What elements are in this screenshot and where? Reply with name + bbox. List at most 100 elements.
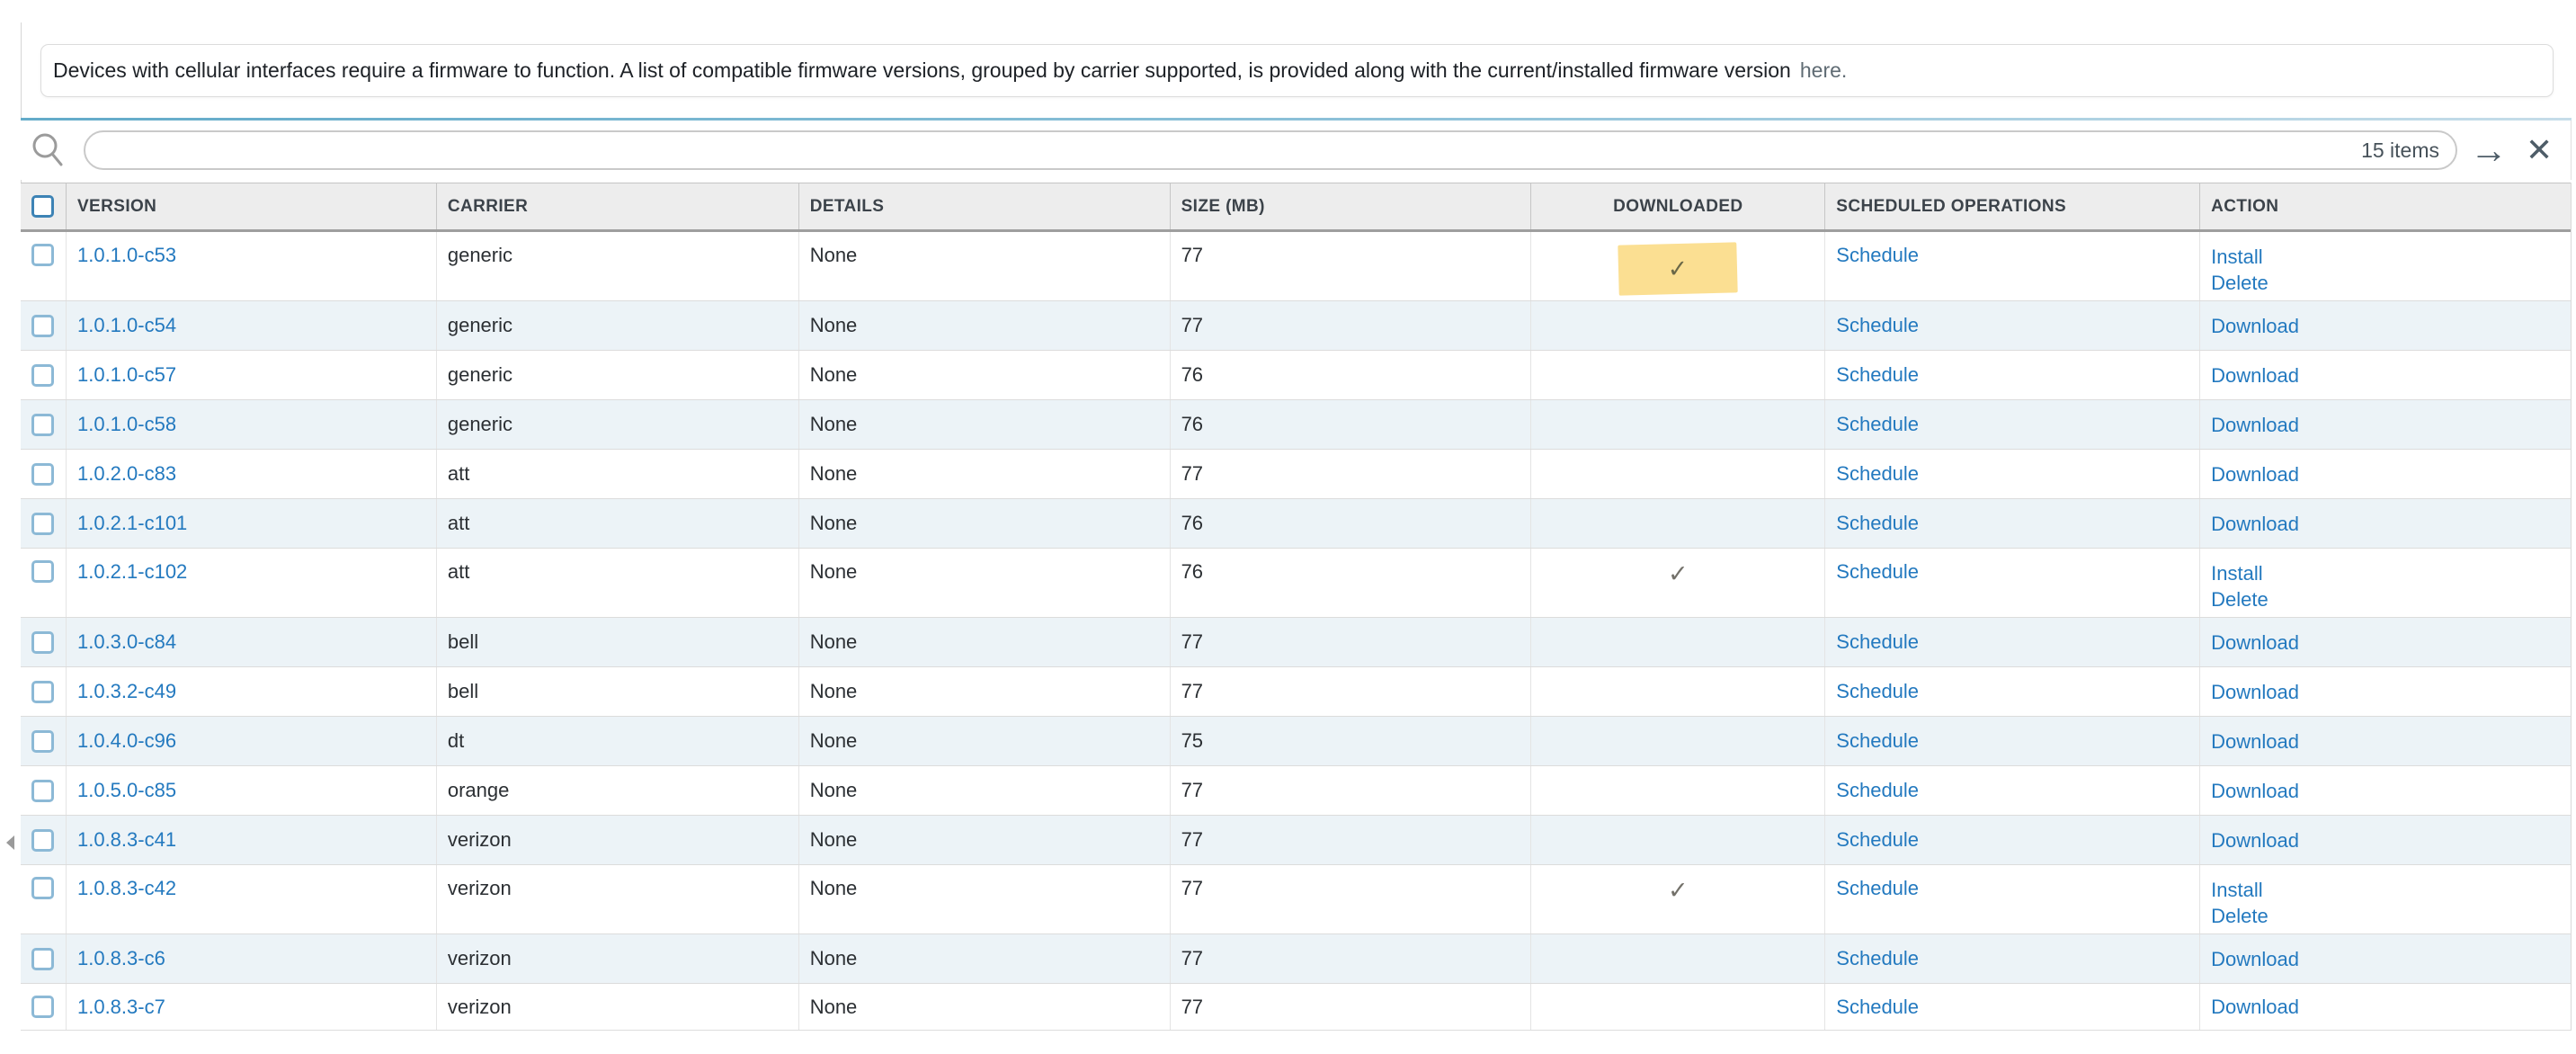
action-link[interactable]: Download — [2211, 828, 2299, 852]
row-checkbox[interactable] — [31, 630, 55, 654]
row-checkbox[interactable] — [31, 779, 55, 802]
schedule-link[interactable]: Schedule — [1836, 828, 1920, 851]
action-link[interactable]: Delete — [2211, 905, 2268, 927]
arrow-right-icon[interactable]: → — [2470, 129, 2508, 171]
row-checkbox[interactable] — [31, 560, 55, 583]
column-header-size[interactable]: SIZE (MB) — [1169, 183, 1531, 229]
row-checkbox[interactable] — [31, 512, 55, 535]
schedule-link[interactable]: Schedule — [1836, 680, 1920, 702]
schedule-link[interactable]: Schedule — [1836, 560, 1920, 583]
version-cell: 1.0.3.2-c49 — [65, 667, 436, 716]
schedule-link[interactable]: Schedule — [1836, 314, 1920, 336]
action-link[interactable]: Download — [2211, 512, 2299, 535]
row-checkbox[interactable] — [31, 244, 55, 266]
downloaded-cell — [1530, 499, 1824, 548]
version-link[interactable]: 1.0.3.0-c84 — [76, 630, 177, 653]
version-cell: 1.0.2.1-c102 — [65, 549, 436, 617]
schedule-link[interactable]: Schedule — [1836, 630, 1920, 653]
version-link[interactable]: 1.0.2.1-c101 — [76, 512, 188, 534]
column-header-details[interactable]: DETAILS — [798, 183, 1170, 229]
schedule-link[interactable]: Schedule — [1836, 995, 1920, 1018]
version-link[interactable]: 1.0.1.0-c54 — [76, 314, 177, 336]
version-link[interactable]: 1.0.1.0-c58 — [76, 413, 177, 435]
row-checkbox-cell — [21, 816, 66, 864]
action-link[interactable]: Delete — [2211, 272, 2268, 294]
row-checkbox[interactable] — [31, 877, 55, 899]
schedule-link[interactable]: Schedule — [1836, 244, 1920, 266]
version-link[interactable]: 1.0.8.3-c6 — [76, 947, 165, 969]
version-link[interactable]: 1.0.2.1-c102 — [76, 560, 188, 583]
row-checkbox-cell — [21, 667, 66, 716]
carrier-cell: verizon — [435, 816, 798, 864]
carrier-cell: dt — [435, 717, 798, 765]
here-link[interactable]: here. — [1799, 58, 1848, 82]
row-checkbox[interactable] — [31, 462, 55, 486]
row-checkbox[interactable] — [31, 363, 55, 387]
size-cell: 77 — [1169, 301, 1531, 350]
schedule-link[interactable]: Schedule — [1836, 363, 1920, 386]
column-header-action[interactable]: ACTION — [2199, 183, 2571, 229]
action-link[interactable]: Download — [2211, 996, 2299, 1018]
version-link[interactable]: 1.0.5.0-c85 — [76, 779, 177, 801]
row-checkbox[interactable] — [31, 828, 55, 852]
select-all-checkbox[interactable] — [31, 195, 55, 218]
size-cell: 75 — [1169, 717, 1531, 765]
column-header-version[interactable]: VERSION — [65, 183, 436, 229]
action-link[interactable]: Download — [2211, 779, 2299, 802]
carrier-value: verizon — [447, 828, 512, 851]
close-icon[interactable]: ✕ — [2526, 131, 2554, 168]
action-cell: Install Delete — [2199, 865, 2571, 933]
row-checkbox[interactable] — [31, 996, 55, 1018]
action-link[interactable]: Download — [2211, 462, 2299, 486]
action-cell: Download — [2199, 351, 2571, 399]
column-header-downloaded[interactable]: DOWNLOADED — [1530, 183, 1824, 229]
size-value: 77 — [1181, 244, 1204, 266]
version-link[interactable]: 1.0.1.0-c53 — [76, 244, 177, 266]
row-checkbox[interactable] — [31, 729, 55, 753]
action-link[interactable]: Download — [2211, 680, 2299, 703]
version-link[interactable]: 1.0.1.0-c57 — [76, 363, 177, 386]
action-link[interactable]: Download — [2211, 314, 2299, 337]
column-header-carrier[interactable]: CARRIER — [435, 183, 798, 229]
version-cell: 1.0.8.3-c42 — [65, 865, 436, 933]
search-input[interactable] — [103, 137, 2362, 164]
action-cell: Download — [2199, 984, 2571, 1030]
schedule-link[interactable]: Schedule — [1836, 413, 1920, 435]
action-link[interactable]: Install — [2211, 879, 2263, 901]
action-link[interactable]: Download — [2211, 947, 2299, 970]
version-link[interactable]: 1.0.8.3-c41 — [76, 828, 177, 851]
action-link[interactable]: Download — [2211, 413, 2299, 436]
schedule-link[interactable]: Schedule — [1836, 512, 1920, 534]
version-cell: 1.0.4.0-c96 — [65, 717, 436, 765]
action-link[interactable]: Install — [2211, 246, 2263, 268]
action-cell: Download — [2199, 934, 2571, 983]
version-link[interactable]: 1.0.8.3-c7 — [76, 995, 165, 1018]
action-link[interactable]: Download — [2211, 630, 2299, 654]
version-link[interactable]: 1.0.4.0-c96 — [76, 729, 177, 752]
details-cell: None — [798, 499, 1170, 548]
schedule-link[interactable]: Schedule — [1836, 729, 1920, 752]
row-checkbox[interactable] — [31, 314, 55, 337]
size-cell: 77 — [1169, 450, 1531, 498]
row-checkbox-cell — [21, 400, 66, 449]
version-cell: 1.0.1.0-c57 — [65, 351, 436, 399]
schedule-link[interactable]: Schedule — [1836, 779, 1920, 801]
schedule-link[interactable]: Schedule — [1836, 462, 1920, 485]
row-checkbox[interactable] — [31, 947, 55, 970]
version-link[interactable]: 1.0.8.3-c42 — [76, 877, 177, 899]
downloaded-cell: ✓ — [1530, 549, 1824, 617]
row-checkbox[interactable] — [31, 680, 55, 703]
action-link[interactable]: Download — [2211, 729, 2299, 753]
schedule-link[interactable]: Schedule — [1836, 877, 1920, 899]
action-link[interactable]: Install — [2211, 562, 2263, 585]
carrier-cell: generic — [435, 301, 798, 350]
row-checkbox[interactable] — [31, 413, 55, 436]
details-cell: None — [798, 717, 1170, 765]
action-link[interactable]: Download — [2211, 363, 2299, 387]
action-link[interactable]: Delete — [2211, 588, 2268, 611]
schedule-link[interactable]: Schedule — [1836, 947, 1920, 969]
column-header-scheduled-operations[interactable]: SCHEDULED OPERATIONS — [1824, 183, 2199, 229]
carrier-value: orange — [447, 779, 510, 801]
version-link[interactable]: 1.0.3.2-c49 — [76, 680, 177, 702]
version-link[interactable]: 1.0.2.0-c83 — [76, 462, 177, 485]
